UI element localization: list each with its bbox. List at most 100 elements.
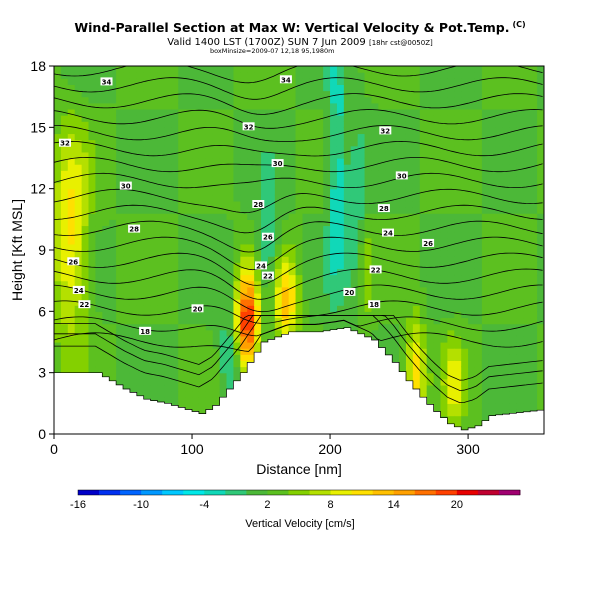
velocity-cell [95,360,103,368]
velocity-cell [481,96,490,104]
velocity-cell [288,96,297,104]
velocity-cell [481,397,490,404]
velocity-cell [495,164,504,171]
velocity-cell [192,311,200,319]
velocity-cell [102,268,110,276]
velocity-cell [364,194,373,202]
velocity-cell [399,262,407,269]
velocity-cell [74,311,83,319]
velocity-cell [95,366,103,374]
velocity-cell [95,250,103,257]
velocity-cell [178,207,186,214]
velocity-cell [54,72,62,79]
velocity-cell [240,170,248,177]
velocity-cell [392,108,400,116]
velocity-cell [461,256,469,263]
velocity-cell [54,329,62,337]
velocity-cell [474,225,483,233]
velocity-cell [537,182,544,190]
velocity-cell [88,207,97,214]
velocity-cell [350,305,359,312]
velocity-cell [267,256,276,263]
velocity-cell [309,299,317,306]
velocity-cell [468,182,476,190]
velocity-cell [192,280,200,288]
velocity-cell [488,84,497,92]
velocity-cell [219,84,228,92]
velocity-cell [502,207,511,214]
velocity-cell [323,170,331,177]
velocity-cell [309,292,317,300]
velocity-cell [350,188,359,196]
velocity-cell [143,225,152,233]
velocity-cell [419,384,428,392]
velocity-cell [433,219,442,227]
velocity-cell [495,158,504,165]
velocity-cell [219,102,228,110]
velocity-cell [399,207,407,214]
velocity-cell [537,90,544,98]
velocity-cell [171,360,179,368]
velocity-cell [316,90,324,98]
velocity-cell [205,378,214,386]
velocity-cell [95,84,103,92]
velocity-cell [454,409,462,417]
velocity-cell [364,121,373,128]
velocity-cell [316,299,324,306]
velocity-cell [481,305,490,312]
velocity-cell [74,225,83,233]
velocity-cell [205,231,214,239]
velocity-cell [440,329,448,337]
velocity-cell [399,213,407,220]
velocity-cell [405,188,414,196]
velocity-cell [219,366,228,374]
velocity-cell [330,121,338,128]
velocity-cell [171,139,179,147]
velocity-cell [143,391,152,398]
velocity-cell [205,90,214,98]
velocity-cell [88,274,97,282]
velocity-cell [454,354,462,361]
velocity-cell [405,342,414,349]
velocity-cell [281,317,290,325]
velocity-cell [192,317,200,325]
velocity-cell [226,299,235,306]
velocity-cell [261,66,269,73]
velocity-cell [530,158,538,165]
velocity-cell [67,243,76,251]
velocity-cell [468,108,476,116]
velocity-cell [226,115,235,122]
velocity-cell [233,115,241,122]
velocity-cell [116,108,124,116]
velocity-cell [440,127,448,135]
velocity-cell [123,145,131,153]
contour-label-bg [377,204,390,213]
velocity-cell [468,145,476,153]
velocity-cell [385,164,393,171]
velocity-cell [81,305,90,312]
velocity-cell [336,225,345,233]
velocity-cell [81,354,90,361]
velocity-cell [537,366,544,374]
velocity-cell [67,292,76,300]
velocity-cell [67,348,76,355]
velocity-cell [426,243,435,251]
velocity-cell [461,200,469,208]
velocity-cell [274,176,283,184]
velocity-cell [192,262,200,269]
velocity-cell [385,78,393,85]
velocity-cell [178,170,186,177]
theta-contour [54,236,543,271]
velocity-cell [316,225,324,233]
velocity-cell [392,299,400,306]
velocity-cell [281,121,290,128]
velocity-cell [157,102,166,110]
colorbar-swatch [99,490,121,495]
velocity-cell [233,342,241,349]
velocity-cell [74,170,83,177]
velocity-cell [150,90,159,98]
velocity-cell [537,372,544,380]
velocity-cell [60,366,69,374]
velocity-cell [254,139,262,147]
velocity-cell [261,323,269,331]
